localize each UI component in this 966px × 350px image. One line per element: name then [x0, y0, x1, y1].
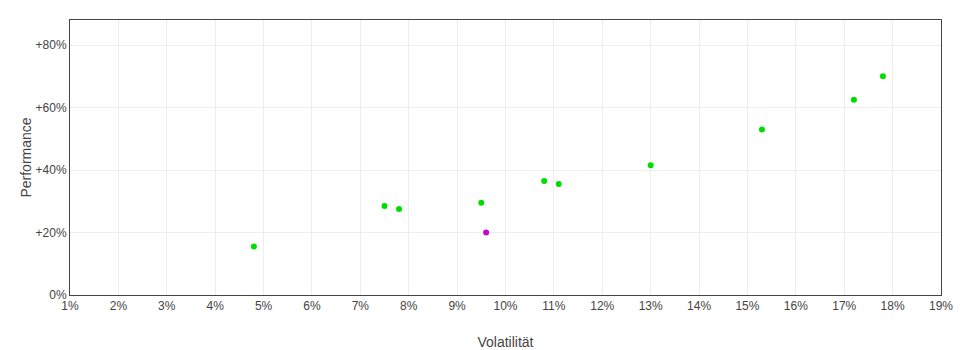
svg-text:19%: 19% [929, 299, 953, 313]
svg-text:0%: 0% [49, 288, 67, 302]
svg-text:11%: 11% [542, 299, 565, 313]
svg-text:Volatilität: Volatilität [477, 334, 533, 350]
svg-text:10%: 10% [493, 299, 517, 313]
svg-text:1%: 1% [61, 299, 79, 313]
svg-text:15%: 15% [735, 299, 759, 313]
svg-text:14%: 14% [687, 299, 711, 313]
svg-text:6%: 6% [303, 299, 321, 313]
svg-text:+80%: +80% [36, 38, 67, 52]
svg-text:2%: 2% [110, 299, 128, 313]
svg-text:3%: 3% [158, 299, 176, 313]
svg-text:13%: 13% [639, 299, 663, 313]
svg-text:Performance: Performance [18, 117, 34, 197]
svg-text:+20%: +20% [36, 226, 67, 240]
svg-text:+40%: +40% [36, 163, 67, 177]
svg-text:18%: 18% [881, 299, 905, 313]
svg-text:17%: 17% [832, 299, 856, 313]
svg-text:16%: 16% [784, 299, 808, 313]
svg-text:9%: 9% [448, 299, 466, 313]
svg-text:12%: 12% [590, 299, 614, 313]
svg-text:7%: 7% [352, 299, 370, 313]
svg-text:4%: 4% [206, 299, 224, 313]
svg-text:8%: 8% [400, 299, 418, 313]
svg-text:+60%: +60% [36, 101, 67, 115]
svg-text:5%: 5% [255, 299, 273, 313]
